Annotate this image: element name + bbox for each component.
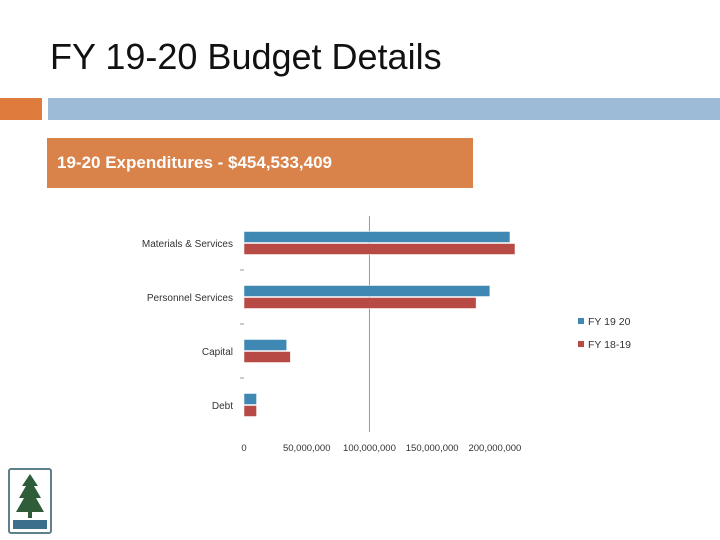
subtitle-text: 19-20 Expenditures - $454,533,409	[57, 153, 332, 172]
legend-swatch	[578, 318, 584, 324]
x-tick-label: 50,000,000	[283, 443, 331, 454]
bar-fy1819	[243, 351, 291, 363]
bar-fy1920	[243, 339, 287, 351]
legend-swatch	[578, 341, 584, 347]
bar-fy1819	[243, 243, 516, 255]
x-tick-label: 0	[241, 443, 246, 454]
category-label: Debt	[212, 401, 233, 412]
category-label: Capital	[202, 347, 233, 358]
legend-label: FY 19 20	[588, 316, 631, 328]
bar-fy1819	[243, 405, 257, 417]
county-logo-icon	[8, 468, 52, 534]
bar-fy1920	[243, 285, 491, 297]
title-accent-bar-orange	[0, 98, 42, 120]
title-accent-bar-blue	[48, 98, 720, 120]
slide-title: FY 19-20 Budget Details	[50, 36, 442, 77]
x-tick-label: 200,000,000	[468, 443, 521, 454]
category-label: Personnel Services	[147, 293, 233, 304]
x-tick-label: 100,000,000	[343, 443, 396, 454]
x-tick-label: 150,000,000	[406, 443, 459, 454]
bar-fy1819	[243, 297, 477, 309]
legend-label: FY 18-19	[588, 339, 631, 351]
bar-fy1920	[243, 393, 257, 405]
category-label: Materials & Services	[142, 239, 233, 250]
subtitle-banner: 19-20 Expenditures - $454,533,409	[47, 138, 473, 188]
bar-fy1920	[243, 231, 511, 243]
